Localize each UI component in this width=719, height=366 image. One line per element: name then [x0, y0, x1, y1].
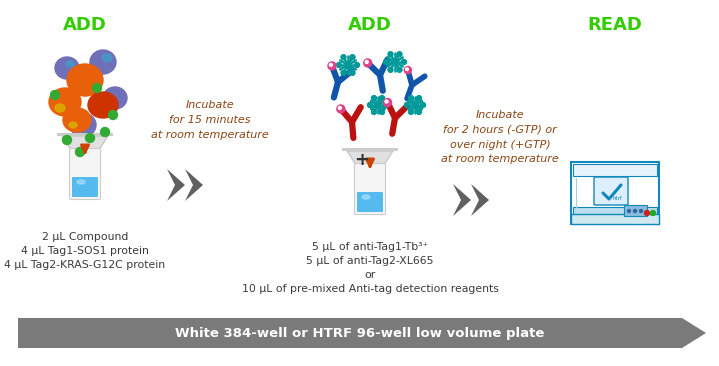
Ellipse shape — [388, 52, 393, 57]
Ellipse shape — [103, 87, 127, 109]
Text: 5 μL of anti-Tag1-Tb³⁺: 5 μL of anti-Tag1-Tb³⁺ — [312, 242, 428, 252]
Bar — [342, 148, 398, 151]
Text: htrf: htrf — [612, 195, 622, 201]
Ellipse shape — [55, 57, 79, 79]
Ellipse shape — [416, 109, 421, 115]
Ellipse shape — [404, 67, 411, 74]
Polygon shape — [453, 184, 471, 216]
Ellipse shape — [413, 102, 418, 108]
Ellipse shape — [90, 50, 116, 74]
FancyBboxPatch shape — [70, 149, 101, 199]
Ellipse shape — [408, 96, 413, 101]
Ellipse shape — [397, 67, 402, 72]
Ellipse shape — [63, 108, 91, 132]
Ellipse shape — [86, 134, 94, 142]
Ellipse shape — [339, 107, 342, 109]
FancyBboxPatch shape — [573, 207, 657, 215]
Ellipse shape — [88, 92, 118, 118]
Ellipse shape — [633, 209, 636, 213]
Text: 4 μL Tag2-KRAS-G12C protein: 4 μL Tag2-KRAS-G12C protein — [4, 260, 165, 270]
Ellipse shape — [93, 83, 101, 93]
FancyBboxPatch shape — [72, 177, 98, 197]
Ellipse shape — [365, 60, 368, 63]
Text: 2 μL Compound: 2 μL Compound — [42, 232, 128, 242]
Text: ADD: ADD — [63, 16, 107, 34]
Ellipse shape — [651, 210, 656, 216]
Text: 4 μL Tag1-SOS1 protein: 4 μL Tag1-SOS1 protein — [21, 246, 149, 256]
Ellipse shape — [75, 147, 85, 157]
Ellipse shape — [336, 63, 342, 67]
Ellipse shape — [362, 195, 370, 199]
Ellipse shape — [49, 88, 81, 116]
Polygon shape — [347, 151, 393, 165]
Text: +: + — [354, 151, 370, 169]
Ellipse shape — [383, 98, 392, 107]
Ellipse shape — [329, 63, 332, 66]
Ellipse shape — [628, 209, 631, 213]
FancyBboxPatch shape — [354, 164, 385, 214]
Ellipse shape — [405, 102, 410, 108]
Ellipse shape — [416, 96, 421, 101]
Ellipse shape — [109, 111, 117, 120]
Bar — [57, 133, 113, 136]
Polygon shape — [18, 318, 706, 348]
Ellipse shape — [70, 113, 96, 137]
Ellipse shape — [50, 90, 60, 100]
FancyBboxPatch shape — [571, 162, 659, 224]
Ellipse shape — [406, 68, 408, 71]
Ellipse shape — [341, 55, 346, 60]
Text: ADD: ADD — [348, 16, 392, 34]
Ellipse shape — [101, 127, 109, 137]
Ellipse shape — [364, 59, 372, 67]
FancyBboxPatch shape — [357, 192, 383, 212]
Text: Incubate
for 2 hours (-GTP) or
over night (+GTP)
at room temperature: Incubate for 2 hours (-GTP) or over nigh… — [441, 110, 559, 164]
Ellipse shape — [397, 52, 402, 57]
Text: or: or — [365, 270, 375, 280]
Ellipse shape — [385, 100, 388, 103]
Ellipse shape — [55, 104, 65, 112]
Ellipse shape — [408, 109, 413, 115]
Text: 5 μL of anti-Tag2-XL665: 5 μL of anti-Tag2-XL665 — [306, 256, 434, 266]
Ellipse shape — [336, 105, 345, 113]
Ellipse shape — [66, 61, 74, 67]
Ellipse shape — [354, 63, 360, 67]
Ellipse shape — [350, 70, 355, 75]
Ellipse shape — [341, 70, 346, 75]
Ellipse shape — [383, 60, 388, 64]
Ellipse shape — [372, 96, 377, 101]
Ellipse shape — [328, 62, 336, 70]
Ellipse shape — [421, 102, 426, 108]
Ellipse shape — [350, 55, 355, 60]
FancyBboxPatch shape — [594, 177, 628, 205]
FancyBboxPatch shape — [573, 164, 657, 176]
Text: READ: READ — [587, 16, 643, 34]
Ellipse shape — [388, 67, 393, 72]
Polygon shape — [185, 169, 203, 201]
Ellipse shape — [401, 60, 406, 64]
Text: White 384-well or HTRF 96-well low volume plate: White 384-well or HTRF 96-well low volum… — [175, 326, 545, 340]
FancyBboxPatch shape — [625, 205, 648, 217]
Text: 10 μL of pre-mixed Anti-tag detection reagents: 10 μL of pre-mixed Anti-tag detection re… — [242, 284, 498, 294]
Ellipse shape — [367, 102, 372, 108]
Text: Incubate
for 15 minutes
at room temperature: Incubate for 15 minutes at room temperat… — [151, 100, 269, 139]
Ellipse shape — [372, 109, 377, 115]
Ellipse shape — [639, 209, 643, 213]
Ellipse shape — [380, 109, 385, 115]
Ellipse shape — [383, 102, 388, 108]
Ellipse shape — [77, 180, 85, 184]
Ellipse shape — [63, 135, 71, 145]
Ellipse shape — [69, 122, 77, 128]
Ellipse shape — [380, 96, 385, 101]
Ellipse shape — [67, 64, 103, 96]
Ellipse shape — [393, 60, 398, 64]
Ellipse shape — [346, 63, 350, 67]
Ellipse shape — [644, 210, 649, 216]
Polygon shape — [471, 184, 489, 216]
Ellipse shape — [102, 54, 112, 62]
Polygon shape — [62, 136, 108, 150]
Ellipse shape — [375, 102, 380, 108]
FancyBboxPatch shape — [571, 214, 659, 224]
Polygon shape — [167, 169, 185, 201]
